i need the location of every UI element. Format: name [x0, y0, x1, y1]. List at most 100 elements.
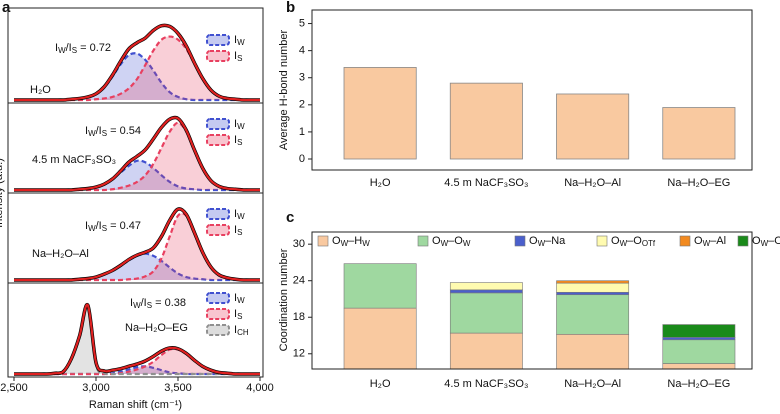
legend-swatch: [206, 134, 230, 146]
x-tick-label: 4.5 m NaCF₃SO₃: [444, 177, 528, 189]
text-part: –H: [348, 235, 362, 247]
text-part: –O: [448, 235, 463, 247]
text-part: = 0.54: [107, 125, 141, 137]
bar-segment: [343, 263, 417, 309]
text-part: I: [55, 42, 58, 54]
ratio-label: IW/IS = 0.72: [55, 42, 111, 55]
fit-curve: [14, 207, 260, 282]
x-tick-label: Na–H₂O–EG: [667, 177, 730, 189]
legend-label: OW–Al: [694, 235, 726, 248]
bar: [662, 107, 736, 160]
fit-curve: [14, 24, 260, 102]
text-part: W: [237, 212, 245, 221]
y-tick-label: 18: [293, 311, 305, 323]
panel-label: b: [286, 0, 295, 16]
text-part: I: [234, 208, 237, 220]
text-part: O: [694, 235, 703, 247]
legend-label: OW–OW: [432, 235, 471, 248]
component-curve: [13, 347, 261, 376]
bar-segment: [662, 339, 736, 364]
bar-segment: [449, 289, 523, 294]
text-part: –O: [627, 235, 642, 247]
legend-label: IS: [234, 308, 242, 321]
legend-swatch: [206, 324, 230, 336]
component-area: [14, 53, 260, 101]
legend-label: OW–HW: [332, 235, 370, 248]
bar: [449, 82, 523, 160]
bar: [343, 67, 417, 160]
y-axis-title: Average H-bond number: [278, 30, 290, 151]
text-part: I: [130, 297, 133, 309]
y-tick-label: 0: [299, 153, 305, 165]
ratio-label: IW/IS = 0.54: [85, 125, 141, 138]
text-part: O: [752, 235, 761, 247]
legend-label: IS: [234, 50, 242, 63]
plot-frame: [311, 9, 753, 171]
sample-label: Na–H₂O–Al: [32, 248, 89, 260]
text-part: O: [332, 235, 341, 247]
plot-frame: [311, 231, 753, 370]
text-part: /I: [66, 42, 72, 54]
y-tick-label: 24: [293, 275, 305, 287]
legend-label: IS: [234, 224, 242, 237]
ratio-label: IW/IS = 0.38: [130, 297, 186, 310]
component-area: [14, 348, 260, 375]
legend-swatch: [206, 224, 230, 236]
legend-label: IW: [234, 208, 245, 221]
y-tick-label: 30: [293, 238, 305, 250]
text-part: I: [234, 134, 237, 146]
x-tick-label: H₂O: [370, 378, 391, 390]
text-part: S: [72, 46, 77, 55]
bar-segment: [449, 292, 523, 334]
bar-segment: [556, 294, 630, 335]
text-part: S: [237, 138, 242, 147]
text-part: W: [463, 239, 471, 248]
sample-label: Na–H₂O–EG: [125, 322, 188, 334]
text-part: = 0.47: [107, 220, 141, 232]
legend-swatch: [679, 235, 691, 247]
legend-swatch: [206, 34, 230, 46]
x-tick-label: Na–H₂O–EG: [667, 378, 730, 390]
text-part: S: [102, 224, 107, 233]
text-part: W: [88, 129, 96, 138]
text-part: I: [234, 292, 237, 304]
panel-label: c: [286, 209, 294, 226]
x-tick-label: 2,500: [0, 382, 28, 394]
bar-segment: [343, 307, 417, 370]
legend-swatch: [737, 235, 749, 247]
text-part: W: [341, 239, 349, 248]
text-part: /I: [96, 125, 102, 137]
bar-segment: [449, 332, 523, 370]
text-part: I: [234, 308, 237, 320]
legend-swatch: [206, 50, 230, 62]
text-part: W: [133, 301, 141, 310]
text-part: O: [432, 235, 441, 247]
component-area: [14, 36, 260, 101]
y-tick-label: 12: [293, 348, 305, 360]
text-part: S: [102, 129, 107, 138]
text-part: = 0.38: [152, 297, 186, 309]
bar-segment: [556, 291, 630, 296]
legend-swatch: [206, 292, 230, 304]
bar-segment: [449, 282, 523, 291]
text-part: I: [234, 224, 237, 236]
legend-label: OW–OEG: [752, 235, 780, 248]
component-area: [14, 253, 260, 281]
legend-swatch: [317, 235, 329, 247]
text-part: W: [441, 239, 449, 248]
x-tick-label: H₂O: [370, 177, 391, 189]
text-part: W: [237, 122, 245, 131]
text-part: S: [147, 301, 152, 310]
legend-label: ICH: [234, 324, 249, 337]
bar: [556, 93, 630, 160]
bar-segment: [662, 337, 736, 341]
text-part: /I: [96, 220, 102, 232]
component-area: [14, 213, 260, 281]
text-part: W: [237, 38, 245, 47]
sample-label: H₂O: [30, 84, 51, 96]
legend-swatch: [206, 308, 230, 320]
bar-segment: [662, 324, 736, 338]
x-tick-label: 3,500: [164, 382, 192, 394]
text-part: S: [237, 312, 242, 321]
panel-label: a: [2, 0, 11, 16]
